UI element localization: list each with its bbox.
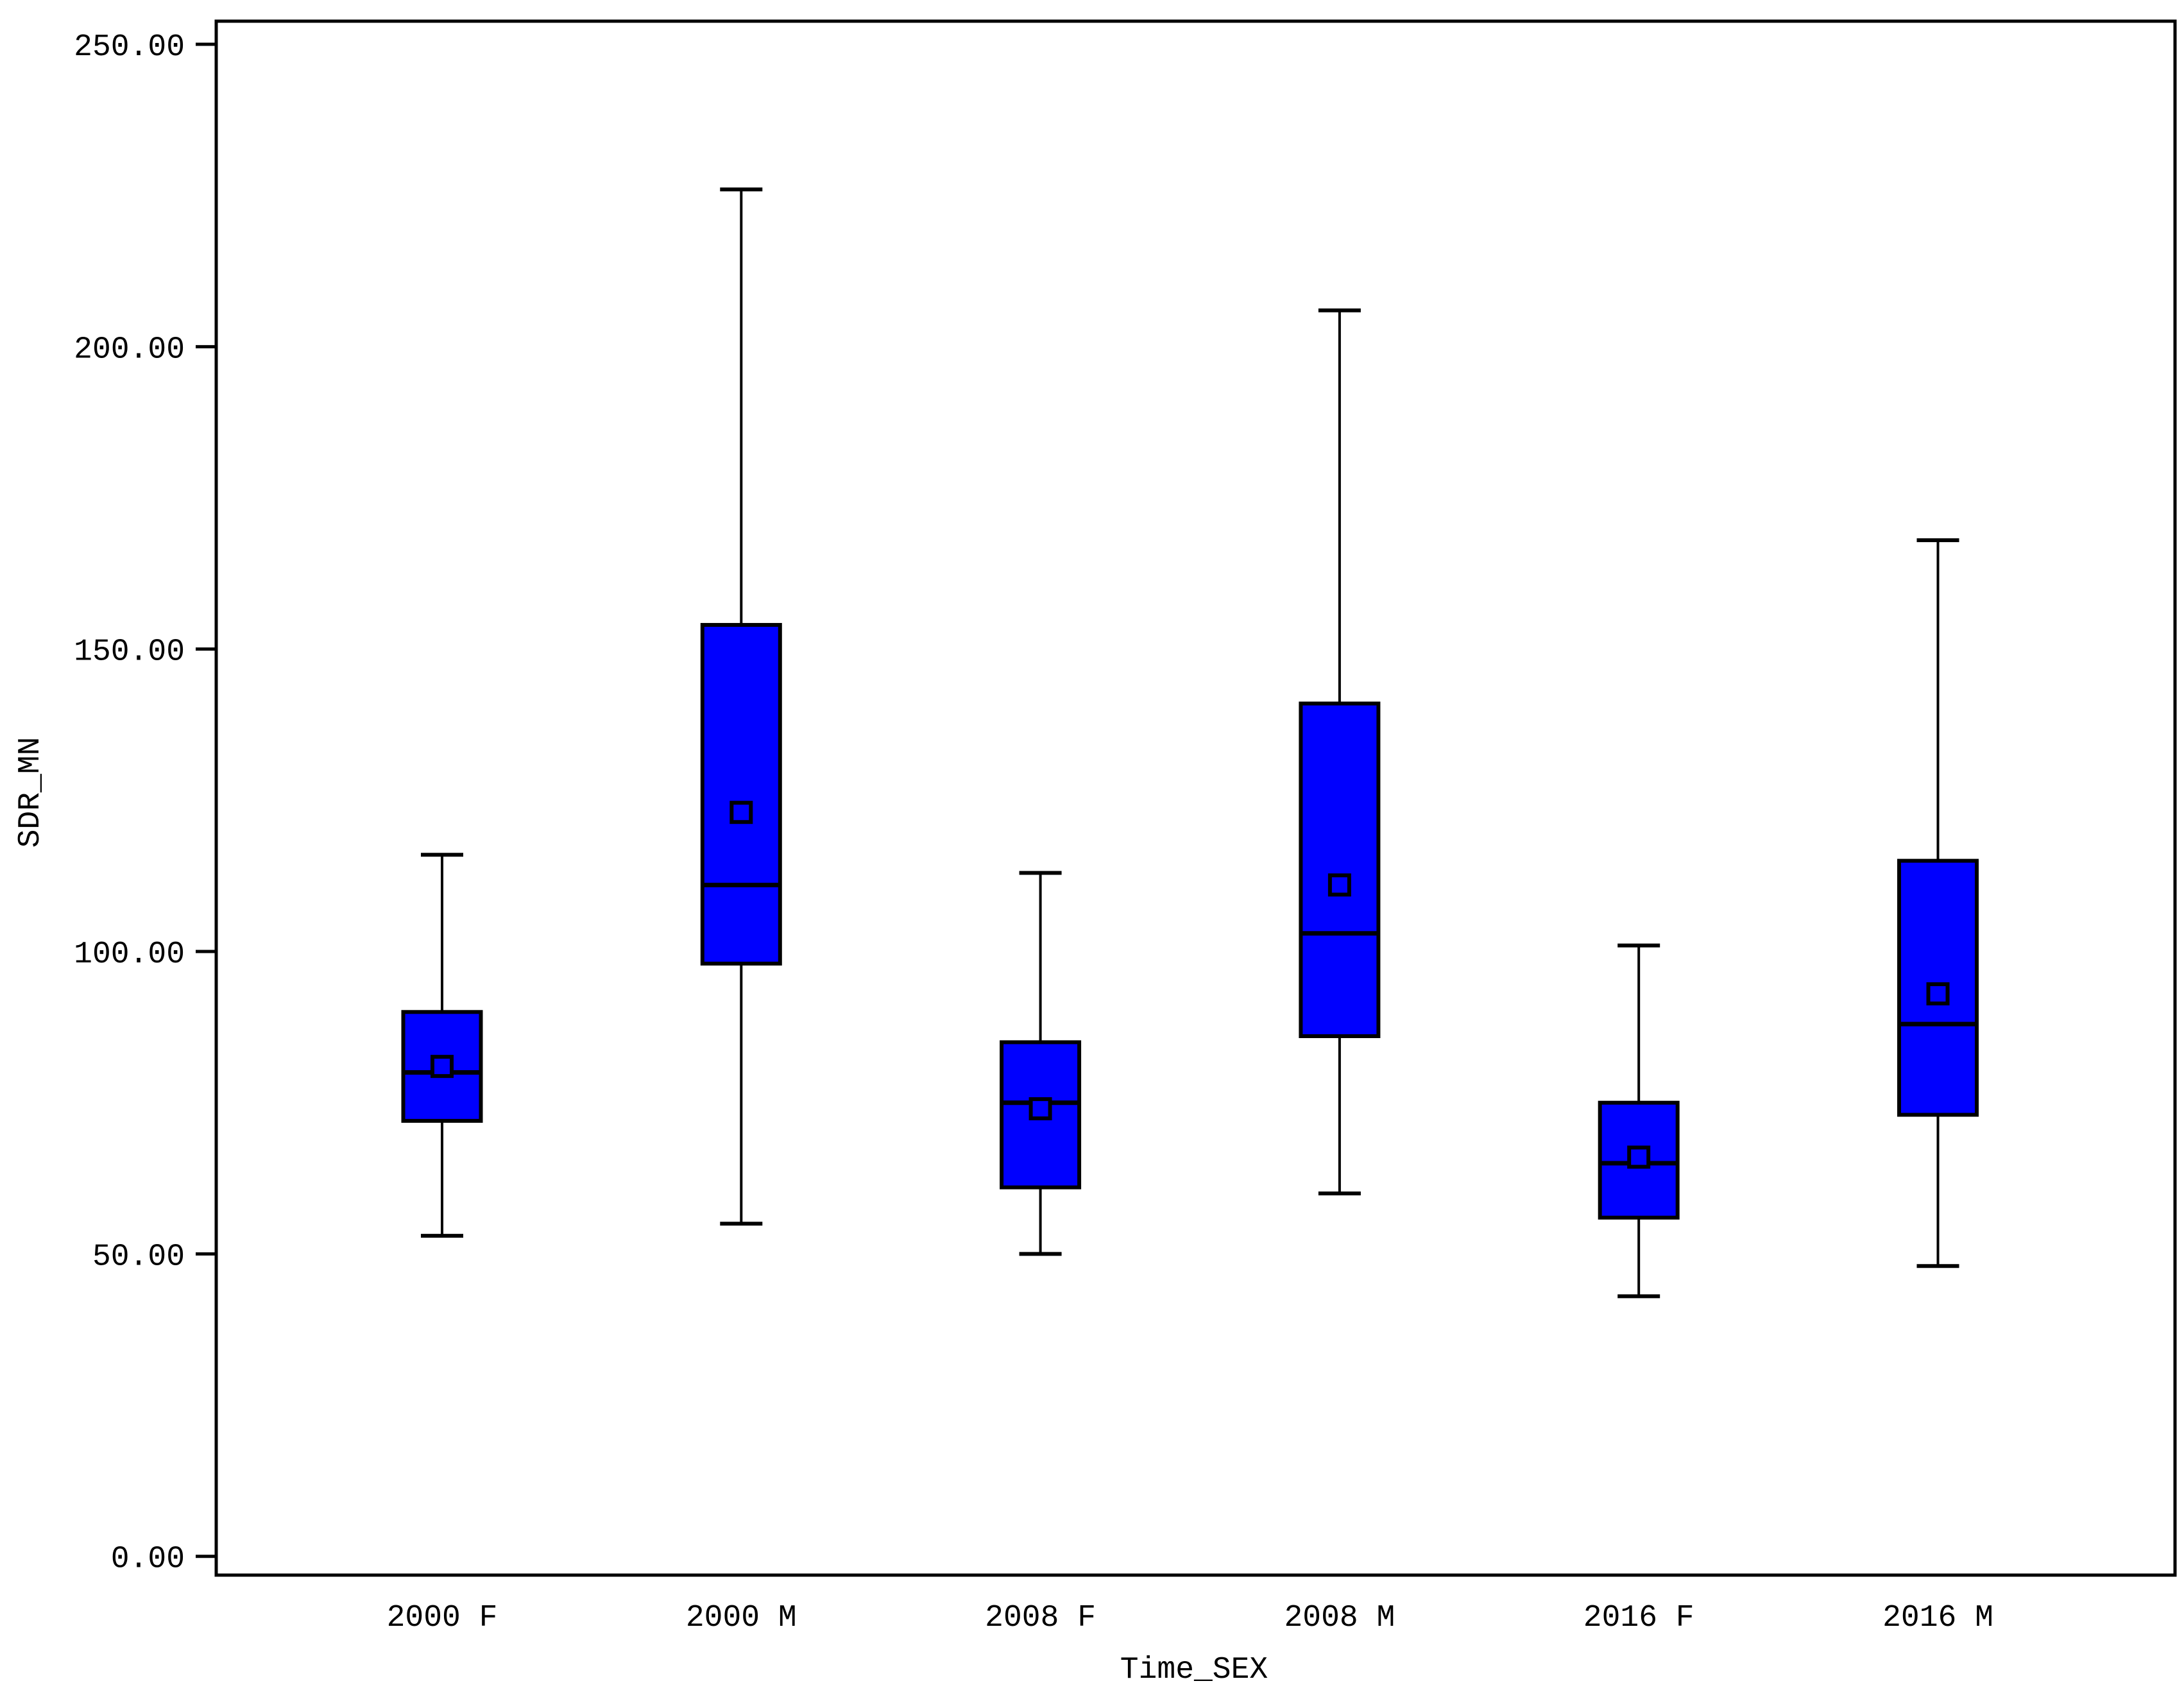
x-category-label: 2000 F bbox=[387, 1601, 498, 1635]
iqr-box bbox=[700, 622, 782, 966]
mean-marker bbox=[729, 801, 753, 824]
y-tick-label: 50.00 bbox=[92, 1240, 185, 1274]
mean-marker bbox=[1926, 982, 1950, 1006]
mean-marker bbox=[1627, 1145, 1651, 1169]
x-category-label: 2008 M bbox=[1284, 1601, 1395, 1635]
y-tick-label: 150.00 bbox=[74, 635, 185, 670]
y-axis-ticks: 0.00 50.00 100.00 150.00 200.00 250.00 bbox=[74, 30, 216, 1577]
iqr-box bbox=[401, 1010, 483, 1123]
x-axis-category-labels: 2000 F 2000 M 2008 F 2008 M 2016 F 2016 M bbox=[387, 1601, 1993, 1635]
iqr-box bbox=[1299, 701, 1381, 1038]
x-axis-title: Time_SEX bbox=[1120, 1653, 1268, 1687]
x-category-label: 2008 F bbox=[985, 1601, 1096, 1635]
y-tick-label: 250.00 bbox=[74, 30, 185, 65]
x-category-label: 2016 M bbox=[1882, 1601, 1993, 1635]
y-tick-label: 100.00 bbox=[74, 937, 185, 972]
box-group-2000-f bbox=[401, 853, 483, 1238]
box-group-2016-m bbox=[1897, 538, 1979, 1268]
plot-frame bbox=[214, 19, 2177, 1577]
box-group-2016-f bbox=[1598, 943, 1680, 1299]
mean-marker bbox=[431, 1055, 454, 1079]
iqr-box bbox=[1598, 1100, 1680, 1220]
y-tick-label: 200.00 bbox=[74, 332, 185, 367]
boxes bbox=[401, 187, 1979, 1299]
box-group-2008-f bbox=[1000, 871, 1082, 1256]
x-category-label: 2016 F bbox=[1583, 1601, 1694, 1635]
box-group-2008-m bbox=[1299, 308, 1381, 1196]
y-tick-label: 0.00 bbox=[111, 1542, 185, 1577]
mean-marker bbox=[1327, 873, 1351, 897]
axis-frame bbox=[214, 19, 2177, 1577]
x-category-label: 2000 M bbox=[686, 1601, 797, 1635]
y-axis-title: SDR_MN bbox=[13, 737, 48, 848]
mean-marker bbox=[1028, 1097, 1052, 1121]
box-group-2000-m bbox=[700, 187, 782, 1226]
